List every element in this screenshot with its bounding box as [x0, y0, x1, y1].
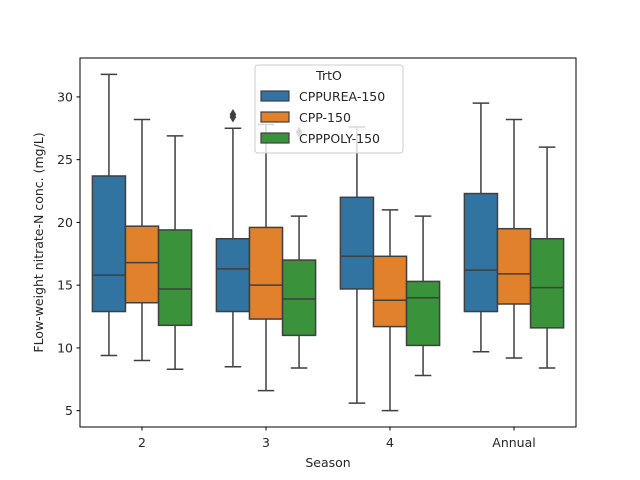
legend-swatch [260, 111, 290, 123]
box-group [372, 209, 408, 412]
box [529, 237, 565, 329]
y-axis-label: FLow-weight nitrate-N conc. (mg/L) [31, 132, 46, 352]
legend-title: TrtO [315, 68, 342, 83]
box-group [157, 135, 193, 371]
box [157, 229, 193, 327]
box [405, 280, 441, 347]
axes-frame [79, 57, 577, 428]
y-tick-label: 30 [57, 89, 73, 104]
y-tick-label: 20 [57, 215, 73, 230]
box [281, 259, 317, 337]
box-group [529, 146, 565, 369]
y-tick-label: 10 [57, 340, 73, 355]
y-tick-label: 5 [65, 403, 73, 418]
box [248, 226, 284, 320]
x-tick-label: 3 [262, 435, 270, 450]
y-tick-label: 25 [57, 152, 73, 167]
legend-item-label: CPPUREA-150 [299, 89, 385, 104]
box [215, 237, 251, 313]
box-group [215, 108, 251, 368]
box [124, 225, 160, 304]
outlier-marker [229, 111, 237, 123]
legend: TrtO CPPUREA-150 CPP-150 CPPPOLY-150 [254, 64, 404, 154]
box-group [339, 126, 375, 404]
x-tick-label: Annual [492, 435, 535, 450]
y-tick-label: 15 [57, 278, 73, 293]
box [463, 192, 499, 313]
legend-swatch [260, 132, 290, 144]
x-tick-label: 4 [386, 435, 394, 450]
box [91, 175, 127, 313]
x-tick-label: 2 [138, 435, 146, 450]
x-axis-label: Season [305, 455, 350, 470]
box-group [91, 73, 127, 357]
legend-swatch [260, 90, 290, 102]
box-group [281, 126, 317, 369]
boxes-layer [91, 73, 565, 412]
legend-frame [254, 64, 404, 154]
box [496, 227, 532, 305]
box [372, 255, 408, 328]
box-group [496, 118, 532, 359]
box [339, 196, 375, 290]
legend-item-label: CPP-150 [299, 110, 351, 125]
box-group [463, 102, 499, 353]
legend-item-label: CPPPOLY-150 [299, 131, 380, 146]
box-group [405, 215, 441, 377]
box-group [124, 118, 160, 362]
axes-layer: 5 10 15 20 25 30 2 3 4 Annual [57, 57, 577, 450]
